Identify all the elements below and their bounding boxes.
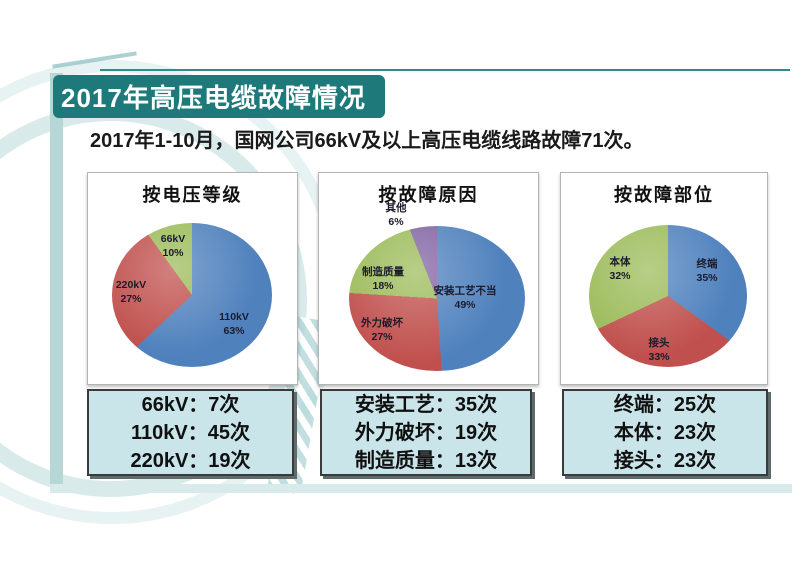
summary-box-location: 终端：25次 本体：23次 接头：23次 — [562, 389, 768, 476]
chart-panel-cause: 按故障原因 其他 6% 制造质量 18% 外力破坏 27% 安装工艺不当 49% — [318, 172, 539, 385]
summary-row: 220kV：19次 — [130, 449, 251, 472]
left-accent-bar — [50, 73, 63, 485]
summary-row: 接头：23次 — [613, 449, 717, 472]
slide-title-banner: 2017年高压电缆故障情况 — [53, 75, 385, 118]
summary-row: 66kV：7次 — [141, 393, 240, 416]
summary-row: 本体：23次 — [613, 421, 717, 444]
chart-panel-location: 按故障部位 本体 32% 终端 35% 接头 33% — [560, 172, 768, 385]
top-accent-line — [100, 69, 790, 71]
chart-panel-voltage: 按电压等级 66kV 10% 220kV 27% 110kV 63% — [87, 172, 298, 385]
pie-slice-label: 本体 32% — [609, 256, 631, 282]
chart-title: 按故障部位 — [614, 185, 714, 205]
pie-chart-voltage — [112, 223, 272, 367]
chart-title: 按电压等级 — [142, 185, 243, 205]
slide-subtitle: 2017年1-10月，国网公司66kV及以上高压电缆线路故障71次。 — [90, 130, 644, 152]
summary-box-cause: 安装工艺：35次 外力破坏：19次 制造质量：13次 — [320, 389, 532, 476]
pie-slice-label: 外力破坏 27% — [361, 317, 403, 343]
chart-title: 按故障原因 — [378, 185, 479, 205]
summary-row: 110kV：45次 — [131, 421, 250, 444]
summary-row: 外力破坏：19次 — [354, 421, 498, 444]
pie-slice-label: 终端 35% — [696, 258, 718, 284]
pie-slice-label: 其他 6% — [385, 202, 407, 228]
pie-slice-label: 66kV 10% — [160, 233, 186, 259]
pie-slice-label: 安装工艺不当 49% — [433, 285, 497, 311]
summary-row: 安装工艺：35次 — [354, 393, 498, 416]
pie-slice-label: 110kV 63% — [219, 311, 249, 337]
summary-box-voltage: 66kV：7次 110kV：45次 220kV：19次 — [87, 389, 294, 476]
pie-chart-location — [589, 225, 747, 367]
summary-row: 终端：25次 — [613, 393, 717, 416]
pie-chart-cause — [349, 226, 525, 371]
pie-slice-label: 220kV 27% — [115, 279, 147, 305]
pie-slice-label: 接头 33% — [648, 337, 670, 363]
bottom-accent-band — [50, 484, 792, 493]
pie-slice-label: 制造质量 18% — [362, 266, 404, 292]
summary-row: 制造质量：13次 — [354, 449, 498, 472]
slide-title: 2017年高压电缆故障情况 — [61, 83, 366, 113]
